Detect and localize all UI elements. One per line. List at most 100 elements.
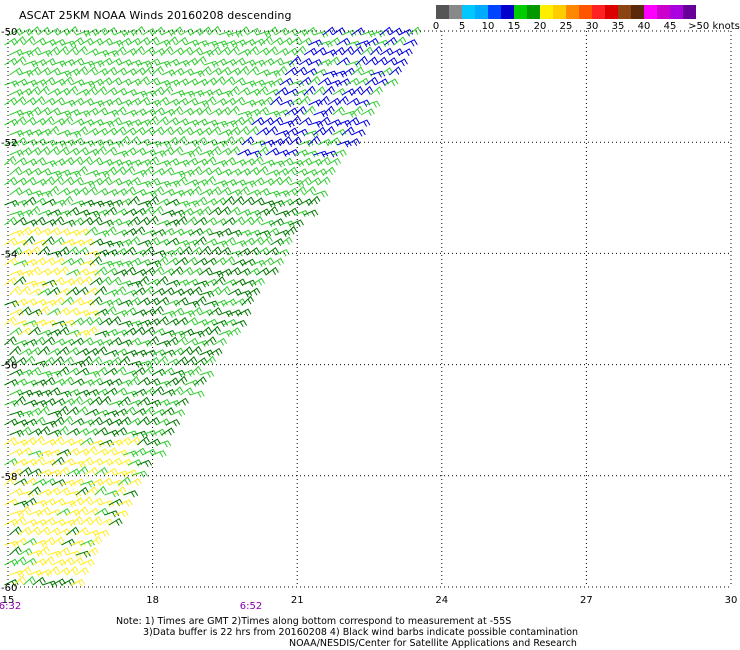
wind-barb <box>374 39 390 47</box>
wind-barb <box>56 346 70 356</box>
wind-barb <box>341 126 355 136</box>
wind-barb <box>327 37 341 46</box>
wind-barb <box>66 68 81 77</box>
wind-barb <box>246 166 260 176</box>
wind-barb <box>28 486 42 496</box>
wind-barb <box>161 146 175 156</box>
wind-barb <box>256 165 269 176</box>
wind-barb <box>70 37 85 46</box>
wind-barb <box>298 176 312 186</box>
wind-barb <box>18 505 32 516</box>
wind-barb <box>23 97 37 106</box>
wind-barb <box>298 76 312 86</box>
wind-barb <box>289 55 302 66</box>
wind-barb <box>165 58 181 67</box>
wind-barb <box>18 327 33 336</box>
latitude-label: -56 <box>1 361 17 372</box>
wind-barb <box>13 157 28 166</box>
wind-barb <box>80 216 94 226</box>
wind-barb <box>365 100 381 108</box>
wind-barb <box>322 105 335 116</box>
wind-barb <box>75 566 89 576</box>
wind-barb <box>313 47 327 56</box>
wind-barb <box>123 186 137 196</box>
wind-barb <box>199 149 215 158</box>
wind-barb <box>28 288 43 296</box>
wind-barb <box>61 115 74 126</box>
wind-barb <box>137 339 153 348</box>
wind-barb <box>175 316 189 326</box>
wind-barb <box>180 126 194 136</box>
wind-barb <box>208 88 223 97</box>
wind-barb <box>298 95 311 106</box>
wind-barb <box>232 240 248 248</box>
wind-barb <box>284 66 298 76</box>
wind-barbs-layer <box>4 25 422 588</box>
wind-barb <box>75 45 88 56</box>
wind-barb <box>194 100 210 108</box>
wind-barb <box>70 515 84 526</box>
wind-barb <box>85 508 100 516</box>
wind-barb <box>151 386 165 396</box>
wind-barb <box>23 355 36 366</box>
wind-barb <box>284 166 298 176</box>
wind-barb <box>389 48 404 57</box>
wind-barb <box>294 66 308 76</box>
wind-barb <box>108 457 123 466</box>
wind-barb <box>9 166 23 176</box>
wind-barb <box>108 77 123 86</box>
wind-barb <box>327 137 341 146</box>
wind-barb <box>9 389 24 397</box>
wind-barb <box>237 26 250 36</box>
wind-barb <box>213 337 228 346</box>
wind-barb <box>384 36 398 46</box>
wind-barb <box>89 119 105 127</box>
wind-barb <box>256 127 270 136</box>
wind-barb <box>151 368 166 377</box>
wind-barb <box>251 197 265 206</box>
wind-barb <box>123 307 137 316</box>
wind-barb <box>28 86 41 96</box>
wind-barb <box>298 117 313 126</box>
wind-barb <box>180 46 194 56</box>
wind-barb <box>23 176 37 186</box>
wind-barb <box>317 156 331 166</box>
wind-barb <box>113 427 128 436</box>
wind-barb <box>75 286 89 296</box>
wind-barb <box>66 85 79 96</box>
wind-barb <box>70 497 85 506</box>
wind-barb <box>308 177 322 186</box>
wind-barb <box>89 216 103 226</box>
wind-barb <box>66 388 81 397</box>
wind-barb <box>66 246 79 256</box>
wind-barb <box>232 77 246 86</box>
wind-barb <box>374 56 388 66</box>
wind-barb <box>104 226 117 236</box>
wind-barb <box>379 67 394 76</box>
wind-barb <box>189 365 202 376</box>
wind-barb <box>32 216 46 226</box>
wind-barb <box>123 289 138 297</box>
wind-barb <box>199 370 215 378</box>
wind-barb <box>123 127 137 136</box>
wind-barb <box>75 367 90 376</box>
wind-barb <box>4 237 18 246</box>
wind-barb <box>37 526 51 536</box>
wind-barb <box>265 125 279 136</box>
wind-barb <box>4 97 18 106</box>
wind-barb <box>113 366 127 376</box>
wind-barb <box>222 76 236 86</box>
wind-barb <box>165 318 180 326</box>
wind-barb <box>13 216 27 226</box>
wind-barb <box>279 99 295 107</box>
wind-barb <box>127 176 141 186</box>
wind-barb <box>113 229 129 237</box>
map-title: ASCAT 25KM NOAA Winds 20160208 descendin… <box>19 9 292 22</box>
wind-barb <box>113 387 128 396</box>
wind-barb <box>156 340 172 348</box>
wind-barb <box>194 295 207 306</box>
wind-barb <box>32 336 46 346</box>
wind-barb <box>208 166 222 176</box>
wind-barb <box>203 156 217 166</box>
wind-barb <box>256 208 271 217</box>
